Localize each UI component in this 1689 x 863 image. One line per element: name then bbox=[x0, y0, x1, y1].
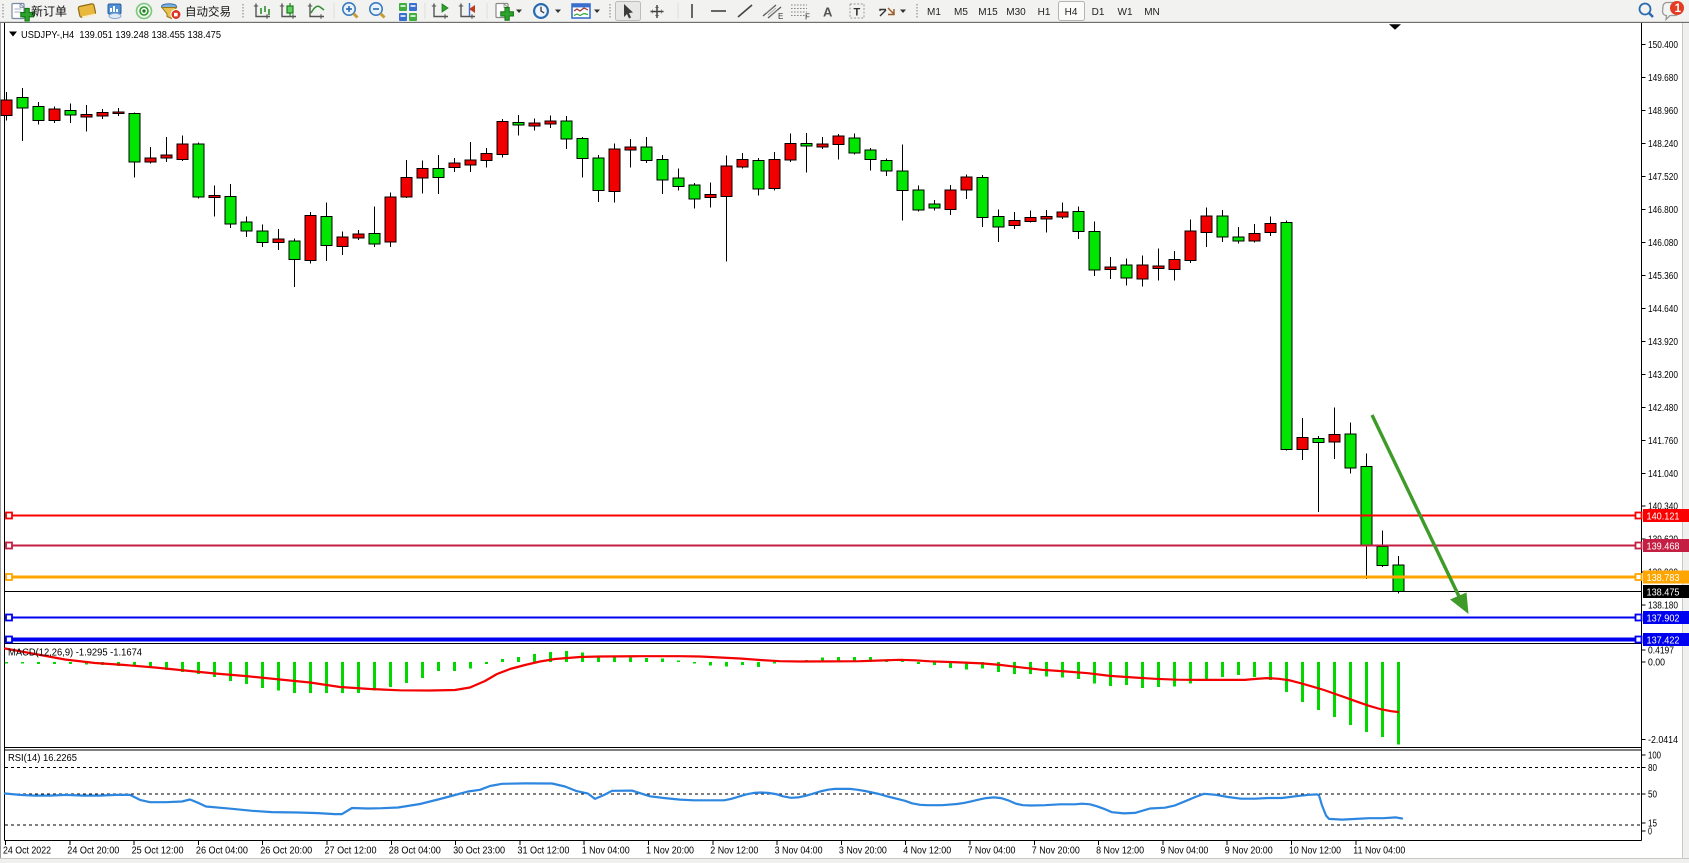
svg-text:0.4197: 0.4197 bbox=[1648, 646, 1674, 657]
svg-text:27 Oct 12:00: 27 Oct 12:00 bbox=[325, 846, 377, 857]
svg-text:9 Nov 04:00: 9 Nov 04:00 bbox=[1160, 846, 1208, 857]
svg-text:9 Nov 20:00: 9 Nov 20:00 bbox=[1225, 846, 1273, 857]
svg-text:M30: M30 bbox=[1006, 7, 1026, 18]
svg-text:25 Oct 12:00: 25 Oct 12:00 bbox=[132, 846, 184, 857]
svg-text:15: 15 bbox=[1648, 819, 1657, 830]
svg-text:MN: MN bbox=[1144, 7, 1160, 18]
svg-text:141.040: 141.040 bbox=[1648, 469, 1678, 480]
svg-text:M15: M15 bbox=[978, 7, 998, 18]
svg-text:140.121: 140.121 bbox=[1647, 511, 1680, 523]
svg-text:0.00: 0.00 bbox=[1648, 658, 1665, 669]
svg-text:138.475: 138.475 bbox=[1647, 587, 1680, 599]
svg-text:26 Oct 20:00: 26 Oct 20:00 bbox=[260, 846, 312, 857]
svg-text:E: E bbox=[778, 12, 783, 21]
svg-text:146.080: 146.080 bbox=[1648, 238, 1678, 249]
svg-text:-2.0414: -2.0414 bbox=[1648, 735, 1678, 746]
svg-text:H4: H4 bbox=[1065, 7, 1078, 18]
svg-text:30 Oct 23:00: 30 Oct 23:00 bbox=[453, 846, 505, 857]
svg-text:141.760: 141.760 bbox=[1648, 436, 1678, 447]
svg-text:0: 0 bbox=[1648, 827, 1652, 838]
svg-text:143.200: 143.200 bbox=[1648, 370, 1678, 381]
svg-text:143.920: 143.920 bbox=[1648, 337, 1678, 348]
svg-text:11 Nov 04:00: 11 Nov 04:00 bbox=[1353, 846, 1405, 857]
svg-text:F: F bbox=[805, 13, 810, 22]
svg-text:80: 80 bbox=[1648, 763, 1657, 774]
svg-text:138.180: 138.180 bbox=[1648, 600, 1678, 611]
svg-text:145.360: 145.360 bbox=[1648, 271, 1678, 282]
svg-text:自动交易: 自动交易 bbox=[185, 5, 231, 19]
svg-text:A: A bbox=[823, 5, 833, 20]
svg-text:T: T bbox=[854, 7, 861, 19]
svg-text:1 Nov 04:00: 1 Nov 04:00 bbox=[582, 846, 630, 857]
svg-text:24 Oct 20:00: 24 Oct 20:00 bbox=[67, 846, 119, 857]
svg-text:MACD(12,26,9) -1.9295 -1.1674: MACD(12,26,9) -1.9295 -1.1674 bbox=[8, 648, 142, 659]
svg-text:148.240: 148.240 bbox=[1648, 139, 1678, 150]
svg-text:D1: D1 bbox=[1092, 7, 1105, 18]
svg-text:新订单: 新订单 bbox=[31, 4, 67, 19]
svg-text:137.422: 137.422 bbox=[1647, 635, 1680, 647]
svg-text:140.340: 140.340 bbox=[1648, 501, 1678, 512]
svg-text:31 Oct 12:00: 31 Oct 12:00 bbox=[517, 846, 569, 857]
svg-text:142.480: 142.480 bbox=[1648, 403, 1678, 414]
svg-text:M1: M1 bbox=[927, 7, 941, 18]
svg-text:147.520: 147.520 bbox=[1648, 172, 1678, 183]
svg-text:1: 1 bbox=[1675, 3, 1682, 15]
svg-text:150.400: 150.400 bbox=[1648, 40, 1678, 51]
svg-text:M5: M5 bbox=[954, 7, 968, 18]
svg-text:7 Nov 04:00: 7 Nov 04:00 bbox=[968, 846, 1016, 857]
svg-text:100: 100 bbox=[1648, 751, 1661, 762]
svg-text:146.800: 146.800 bbox=[1648, 205, 1678, 216]
svg-text:W1: W1 bbox=[1118, 7, 1133, 18]
svg-text:148.960: 148.960 bbox=[1648, 106, 1678, 117]
svg-text:3 Nov 04:00: 3 Nov 04:00 bbox=[775, 846, 823, 857]
svg-text:3 Nov 20:00: 3 Nov 20:00 bbox=[839, 846, 887, 857]
svg-text:H1: H1 bbox=[1038, 7, 1051, 18]
svg-text:138.783: 138.783 bbox=[1647, 572, 1680, 584]
svg-text:26 Oct 04:00: 26 Oct 04:00 bbox=[196, 846, 248, 857]
svg-text:RSI(14) 16.2265: RSI(14) 16.2265 bbox=[8, 753, 77, 764]
svg-text:139.468: 139.468 bbox=[1647, 541, 1680, 553]
svg-text:7 Nov 20:00: 7 Nov 20:00 bbox=[1032, 846, 1080, 857]
svg-text:50: 50 bbox=[1648, 790, 1657, 801]
svg-text:4 Nov 12:00: 4 Nov 12:00 bbox=[903, 846, 951, 857]
svg-text:137.902: 137.902 bbox=[1647, 613, 1680, 625]
svg-text:149.680: 149.680 bbox=[1648, 73, 1678, 84]
svg-text:8 Nov 12:00: 8 Nov 12:00 bbox=[1096, 846, 1144, 857]
svg-text:28 Oct 04:00: 28 Oct 04:00 bbox=[389, 846, 441, 857]
svg-text:144.640: 144.640 bbox=[1648, 304, 1678, 315]
svg-text:1 Nov 20:00: 1 Nov 20:00 bbox=[646, 846, 694, 857]
svg-text:2 Nov 12:00: 2 Nov 12:00 bbox=[710, 846, 758, 857]
svg-text:24 Oct 2022: 24 Oct 2022 bbox=[3, 846, 51, 857]
svg-text:10 Nov 12:00: 10 Nov 12:00 bbox=[1289, 846, 1341, 857]
svg-text:USDJPY-,H4 139.051 139.248 13: USDJPY-,H4 139.051 139.248 138.455 138.4… bbox=[21, 29, 221, 41]
